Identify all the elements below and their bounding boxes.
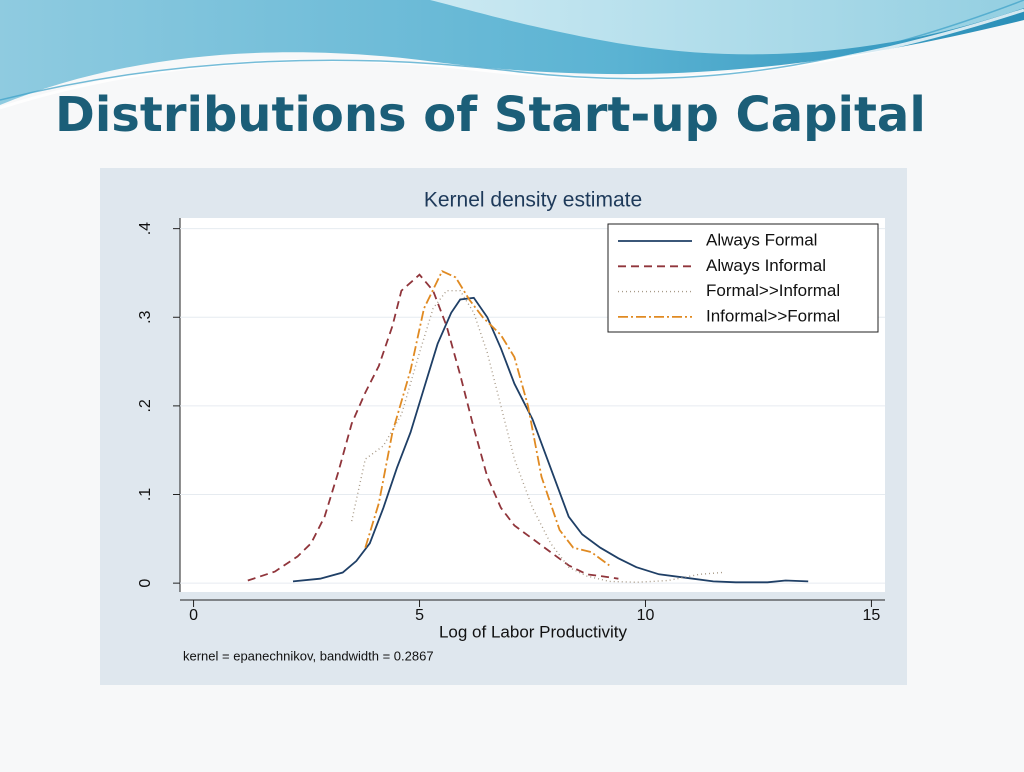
y-tick-label: 0 <box>137 579 154 588</box>
density-line <box>292 296 809 584</box>
legend-box <box>607 223 879 333</box>
density-line <box>247 273 619 582</box>
x-tick-label: 5 <box>415 607 424 624</box>
legend-label: Always Formal <box>706 230 817 249</box>
y-tick-label: .1 <box>137 488 154 501</box>
chart-note: kernel = epanechnikov, bandwidth = 0.286… <box>183 648 434 663</box>
y-tick-label: .3 <box>137 310 154 323</box>
density-line <box>364 270 610 567</box>
header-decoration <box>0 0 1024 110</box>
legend-label: Formal>>Informal <box>706 281 840 300</box>
legend-label: Always Informal <box>706 256 826 275</box>
chart-title: Kernel density estimate <box>424 189 642 212</box>
x-axis-label: Log of Labor Productivity <box>439 622 628 641</box>
x-tick-label: 0 <box>189 607 198 624</box>
y-tick-label: .4 <box>137 222 154 235</box>
slide-title: Distributions of Start-up Capital <box>55 87 926 143</box>
x-tick-label: 10 <box>637 607 655 624</box>
x-tick-label: 15 <box>863 607 881 624</box>
y-tick-label: .2 <box>137 399 154 412</box>
legend-label: Informal>>Formal <box>706 306 840 325</box>
